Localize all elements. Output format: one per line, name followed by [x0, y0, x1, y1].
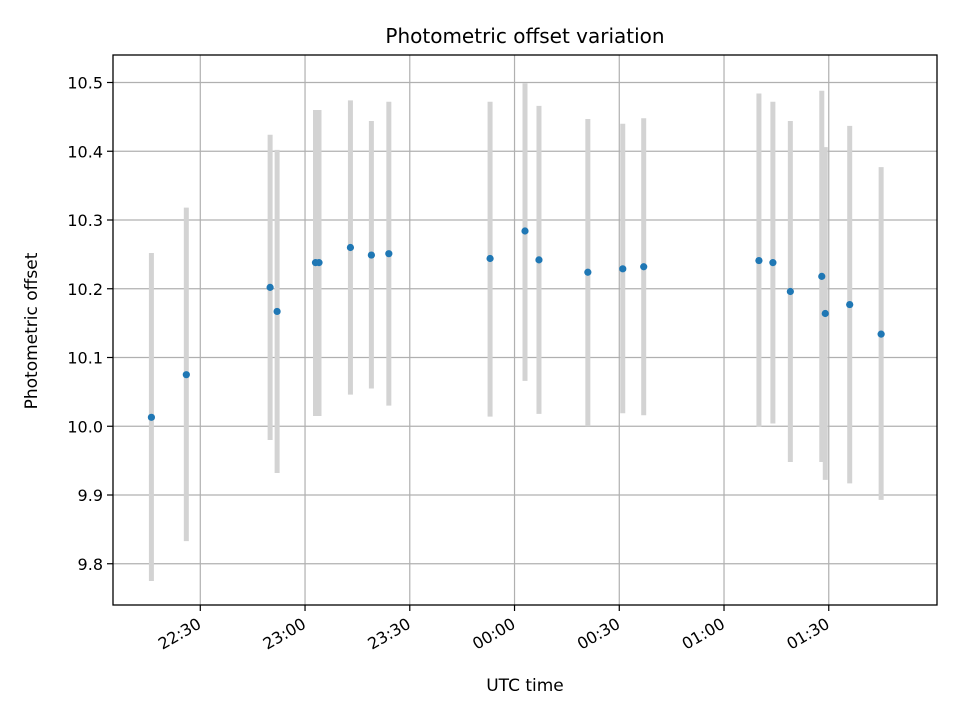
data-point [877, 330, 885, 338]
error-bars [148, 83, 884, 581]
y-axis-title: Photometric offset [22, 252, 42, 409]
data-point [769, 259, 777, 267]
data-point [521, 227, 529, 235]
data-point [786, 287, 794, 296]
data-point [755, 256, 763, 265]
data-point [315, 259, 323, 267]
data-point [486, 254, 494, 263]
x-axis-title: UTC time [486, 676, 564, 696]
data-point [147, 413, 156, 421]
data-point [266, 283, 274, 291]
data-points [147, 227, 885, 421]
data-point [818, 272, 826, 280]
data-point [584, 268, 592, 276]
x-tick-label: 00:30 [574, 614, 623, 654]
y-tick-label: 10.5 [67, 74, 103, 93]
data-point [273, 307, 281, 316]
data-point [821, 309, 829, 318]
x-tick-label: 01:00 [679, 614, 728, 654]
data-point [640, 263, 648, 271]
chart-title: Photometric offset variation [385, 24, 664, 48]
y-tick-label: 9.9 [78, 486, 103, 505]
data-point [346, 243, 355, 252]
x-tick-label: 23:30 [364, 614, 413, 654]
plot-frame [112, 54, 938, 606]
x-tick-label: 01:30 [783, 614, 832, 654]
data-point [535, 256, 543, 264]
x-tick-label: 23:00 [260, 614, 309, 654]
data-point [846, 300, 854, 309]
data-point [619, 265, 627, 273]
data-point [385, 250, 393, 258]
x-tick-label: 22:30 [155, 614, 204, 654]
y-tick-label: 10.2 [67, 280, 103, 299]
y-tick-label: 10.4 [67, 142, 103, 161]
x-tick-label: 00:00 [469, 614, 518, 654]
y-tick-label: 9.8 [78, 555, 103, 574]
y-tick-label: 10.0 [67, 417, 103, 436]
y-tick-label: 10.1 [67, 349, 103, 368]
y-tick-label: 10.3 [67, 211, 103, 230]
data-point [367, 251, 375, 259]
data-point [182, 371, 190, 379]
